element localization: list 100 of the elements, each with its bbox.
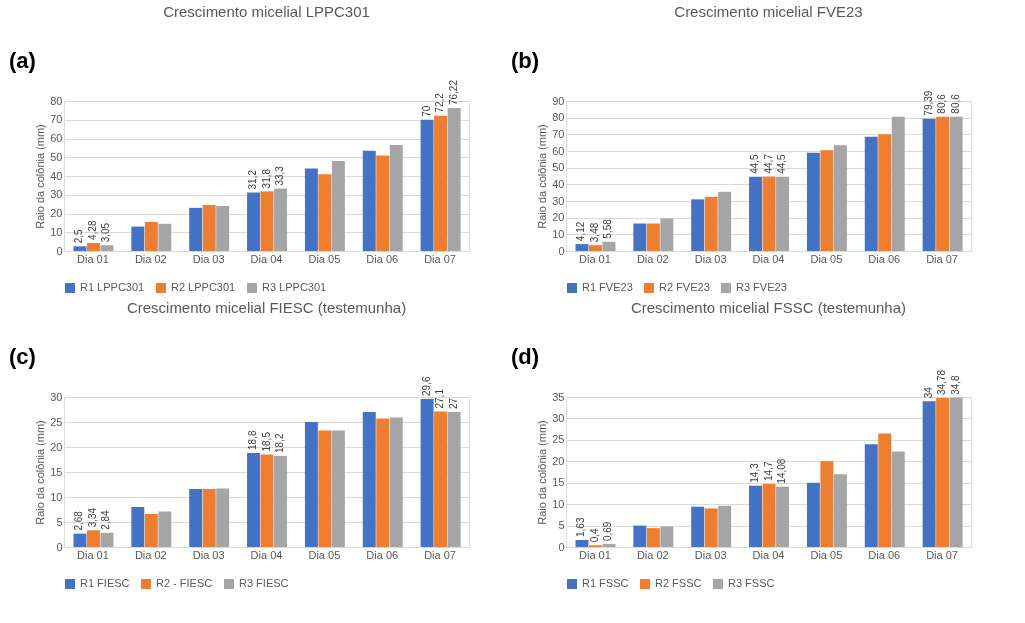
data-label: 0,4 bbox=[588, 527, 600, 543]
data-label: 18,8 bbox=[247, 430, 258, 450]
bar bbox=[434, 411, 448, 547]
bar bbox=[420, 399, 434, 547]
bar bbox=[864, 136, 878, 251]
bar bbox=[602, 241, 616, 251]
bar bbox=[376, 418, 390, 547]
data-label: 18,2 bbox=[274, 433, 285, 453]
bar bbox=[776, 486, 790, 547]
bar bbox=[331, 430, 345, 547]
x-tick-label: Dia 03 bbox=[192, 548, 225, 561]
y-tick-label: 70 bbox=[552, 127, 565, 140]
y-tick-label: 80 bbox=[50, 94, 63, 107]
bar bbox=[318, 430, 332, 547]
data-label: 5,58 bbox=[602, 218, 614, 239]
bar bbox=[588, 245, 602, 251]
data-label: 34,8 bbox=[949, 374, 961, 395]
data-label: 14,3 bbox=[749, 462, 760, 483]
data-label: 3,48 bbox=[588, 222, 600, 243]
bar bbox=[691, 506, 705, 547]
bar bbox=[318, 174, 332, 251]
bar bbox=[274, 456, 288, 547]
bar bbox=[202, 489, 216, 547]
x-tick-label: Dia 03 bbox=[694, 548, 727, 561]
y-tick-label: 20 bbox=[50, 440, 63, 453]
data-label: 70 bbox=[420, 105, 432, 117]
bar bbox=[189, 489, 203, 547]
x-tick-label: Dia 07 bbox=[424, 548, 456, 561]
y-tick-label: 40 bbox=[50, 169, 63, 182]
bar bbox=[202, 205, 216, 251]
bar bbox=[749, 176, 763, 251]
y-tick-label: 10 bbox=[50, 225, 63, 238]
bar bbox=[820, 150, 834, 251]
bar bbox=[922, 118, 936, 251]
y-tick-label: 30 bbox=[50, 390, 63, 403]
x-tick-label: Dia 07 bbox=[926, 252, 958, 265]
y-tick-label: 15 bbox=[50, 465, 63, 478]
bar bbox=[864, 444, 878, 547]
data-label: 27 bbox=[447, 397, 459, 409]
bar bbox=[704, 508, 718, 547]
x-tick-label: Dia 01 bbox=[579, 252, 611, 265]
bar bbox=[158, 511, 172, 547]
chart-title: Crescimento micelial FSSC (testemunha) bbox=[630, 299, 907, 316]
bar bbox=[646, 223, 660, 251]
bar bbox=[247, 192, 261, 251]
legend-label: R1 FVE23 bbox=[582, 281, 633, 293]
y-tick-label: 20 bbox=[50, 207, 63, 219]
bar bbox=[86, 530, 100, 547]
bar bbox=[216, 488, 230, 547]
text: (b) bbox=[511, 48, 540, 73]
x-tick-label: Dia 07 bbox=[424, 252, 456, 265]
data-label: 0,69 bbox=[602, 521, 614, 542]
bar bbox=[389, 417, 403, 547]
x-tick-label: Dia 04 bbox=[752, 252, 785, 265]
bar bbox=[158, 223, 172, 251]
bar bbox=[646, 528, 660, 547]
bar bbox=[376, 155, 390, 251]
data-label: 14,08 bbox=[776, 458, 787, 484]
bar bbox=[949, 397, 963, 547]
x-tick-label: Dia 03 bbox=[694, 252, 727, 265]
bar bbox=[362, 150, 376, 251]
bar bbox=[100, 532, 114, 547]
x-tick-label: Dia 05 bbox=[810, 252, 843, 265]
y-tick-label: 0 bbox=[56, 540, 63, 553]
bar bbox=[100, 245, 114, 251]
y-tick-label: 80 bbox=[552, 111, 565, 124]
legend-label: R3 FVE23 bbox=[736, 281, 787, 293]
data-label: 76,22 bbox=[447, 79, 459, 106]
x-tick-label: Dia 07 bbox=[926, 548, 958, 561]
x-tick-label: Dia 06 bbox=[366, 548, 399, 561]
data-label: 80,6 bbox=[936, 93, 948, 114]
y-axis-title: Raio da colônia (mm) bbox=[536, 124, 549, 229]
y-tick-label: 30 bbox=[50, 188, 63, 201]
bar bbox=[447, 412, 461, 547]
x-tick-label: Dia 01 bbox=[77, 548, 109, 561]
y-tick-label: 30 bbox=[552, 194, 565, 207]
bar bbox=[247, 453, 261, 547]
bar bbox=[331, 161, 345, 251]
bar bbox=[362, 412, 376, 547]
bar bbox=[131, 507, 145, 547]
text: (a) bbox=[9, 48, 36, 73]
y-axis-title: Raio da colônia (mm) bbox=[536, 420, 549, 525]
text: (d) bbox=[511, 344, 540, 369]
data-label: 18,5 bbox=[260, 431, 272, 452]
bar bbox=[260, 454, 274, 547]
legend-label: R1 FIESC bbox=[80, 577, 130, 589]
legend-label: R3 FIESC bbox=[239, 577, 289, 589]
y-tick-label: 35 bbox=[552, 390, 565, 403]
bar bbox=[420, 119, 434, 251]
bar bbox=[891, 116, 905, 251]
y-tick-label: 30 bbox=[552, 411, 565, 424]
data-label: 31,2 bbox=[247, 169, 258, 190]
y-tick-label: 10 bbox=[552, 227, 565, 240]
y-tick-label: 70 bbox=[50, 113, 63, 126]
bar bbox=[718, 191, 732, 251]
bar bbox=[73, 533, 87, 547]
bar bbox=[749, 485, 763, 547]
data-label: 31,8 bbox=[260, 168, 272, 189]
legend-label: R1 FSSC bbox=[582, 577, 629, 589]
y-tick-label: 5 bbox=[558, 519, 565, 532]
